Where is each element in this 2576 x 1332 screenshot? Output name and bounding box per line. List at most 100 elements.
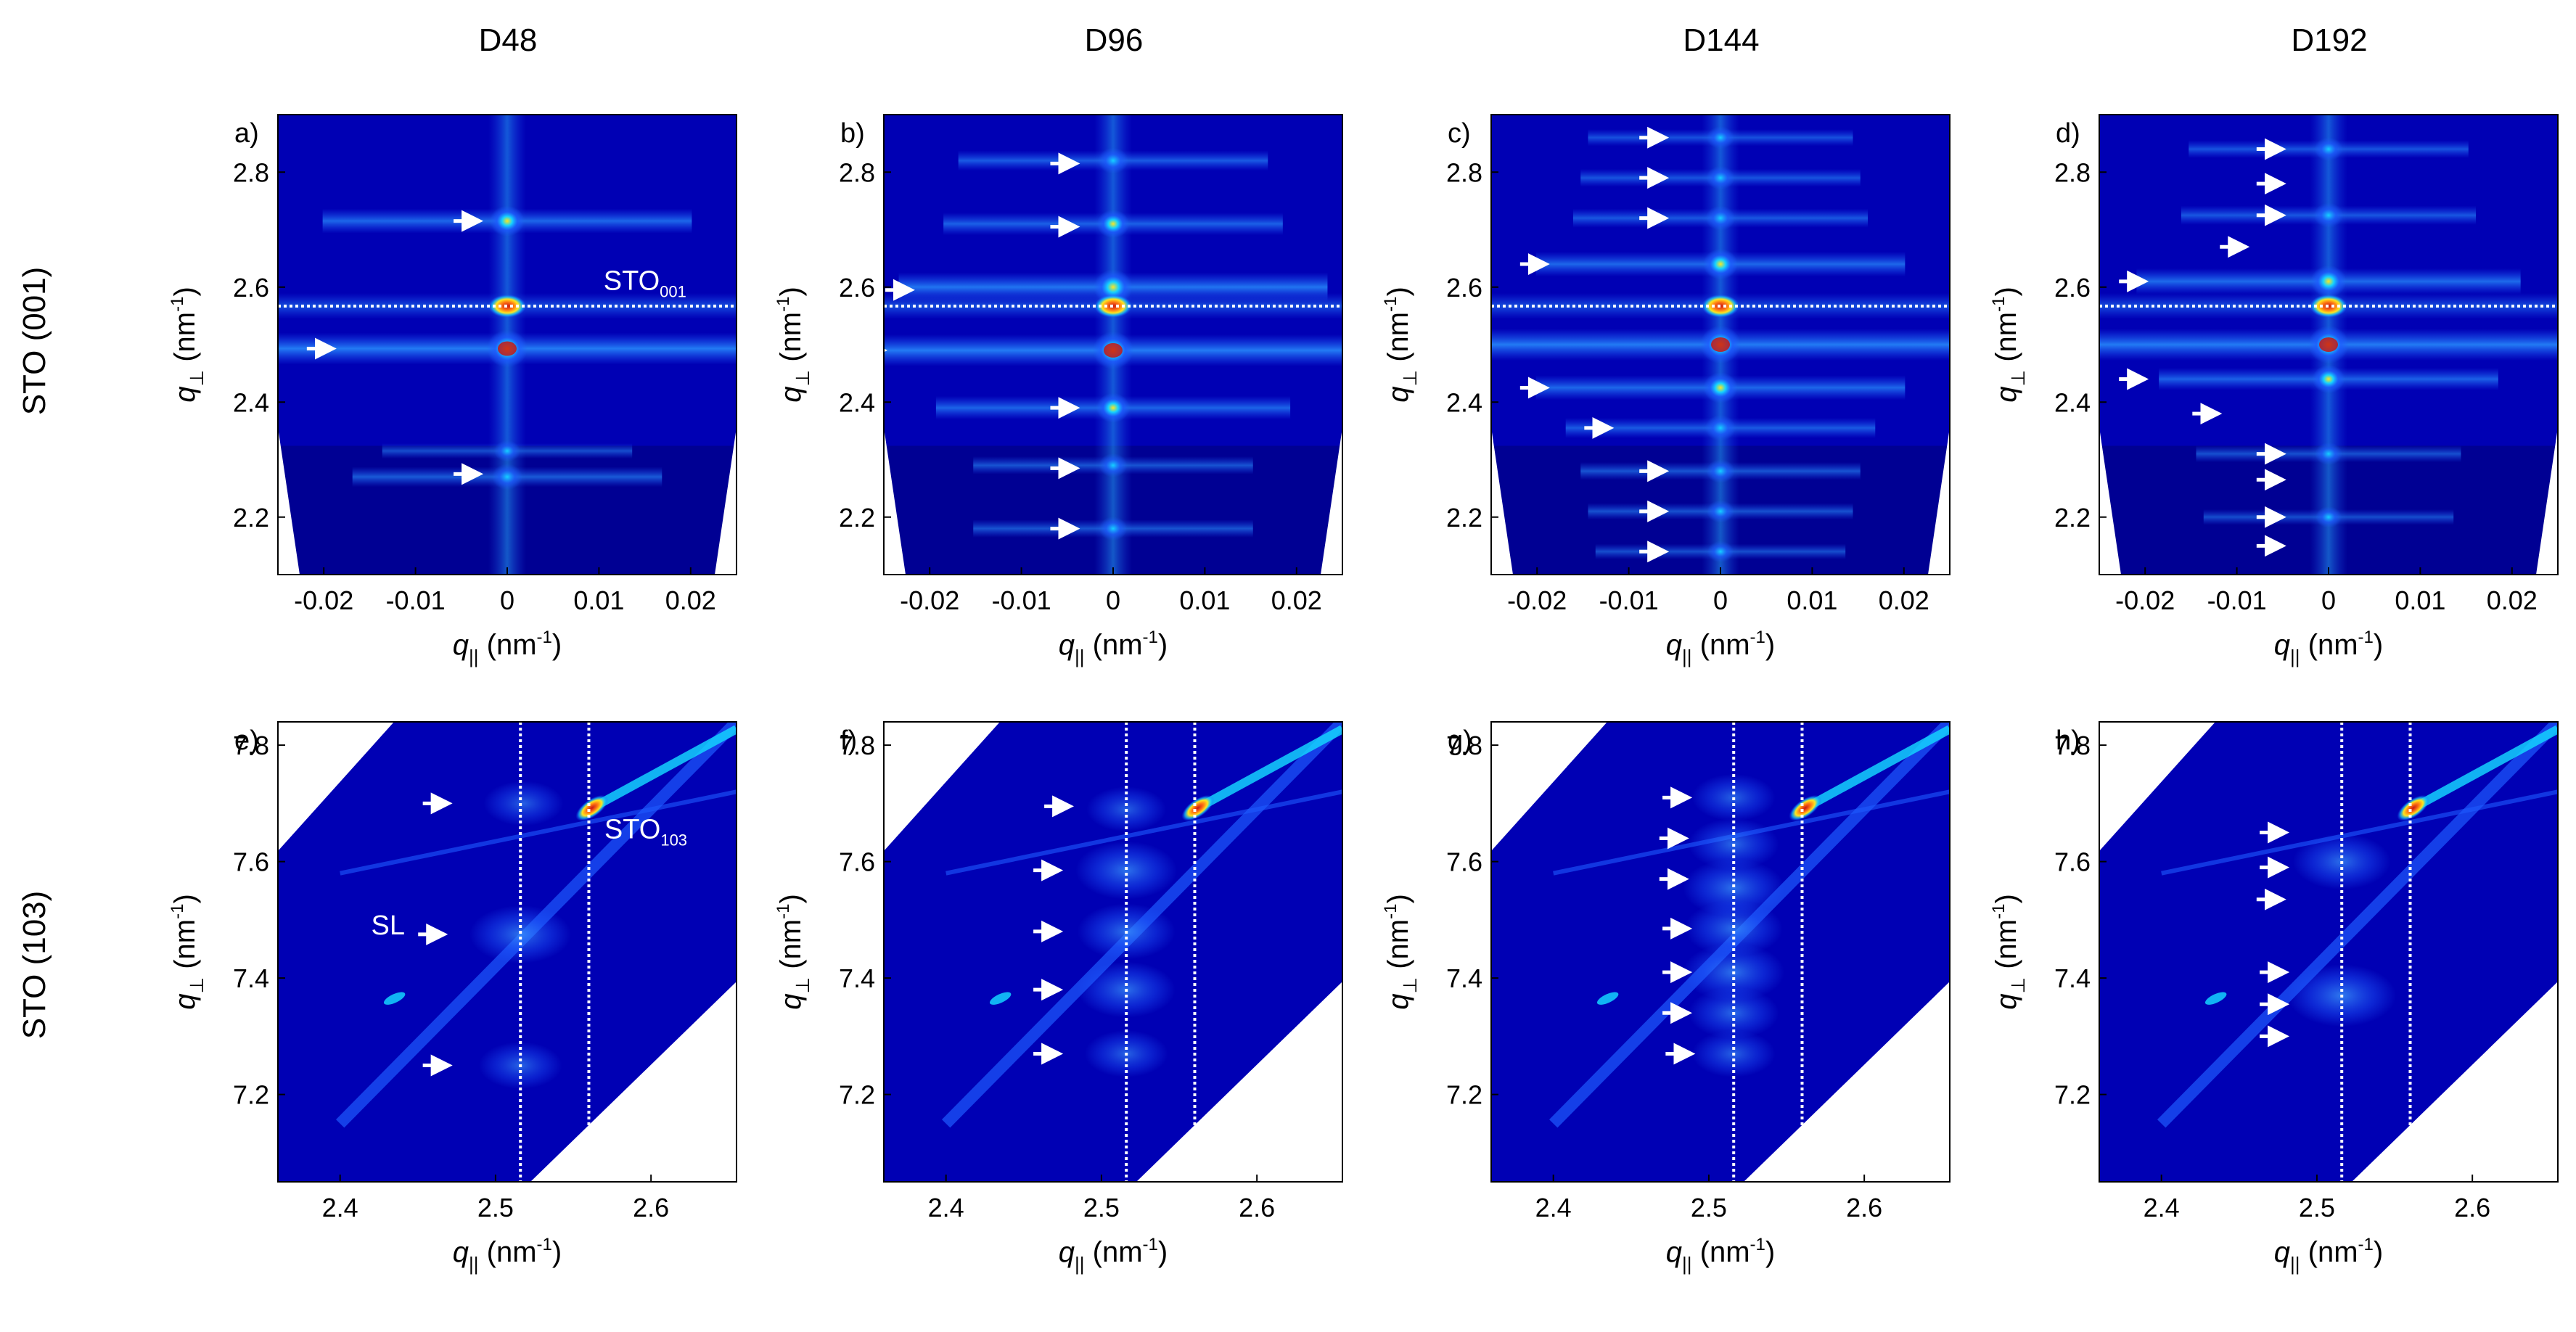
sl-peak bbox=[1703, 248, 1738, 280]
panel-label: h) bbox=[2056, 725, 2080, 756]
y-tick-label: 7.4 bbox=[233, 963, 269, 993]
y-axis-label: q⊥ (nm-1) bbox=[774, 894, 813, 1010]
axes-frame bbox=[883, 721, 1343, 1183]
axes-frame bbox=[277, 721, 737, 1183]
x-axis-label: q|| (nm-1) bbox=[1666, 1235, 1775, 1275]
axes-frame bbox=[1490, 721, 1951, 1183]
panel-label: d) bbox=[2056, 118, 2080, 149]
panel-label: a) bbox=[234, 118, 259, 149]
sl-peak bbox=[2315, 442, 2342, 466]
x-tick-label: -0.02 bbox=[294, 585, 353, 615]
x-tick-label: 0 bbox=[1106, 585, 1120, 615]
sl-peak bbox=[1707, 500, 1734, 523]
x-tick-label: 2.5 bbox=[477, 1193, 514, 1222]
unmeasured-right bbox=[1321, 427, 1342, 575]
unmeasured-top-left bbox=[278, 722, 394, 851]
y-tick-label: 7.4 bbox=[1446, 963, 1482, 993]
unmeasured-left bbox=[278, 427, 300, 575]
sl-peak bbox=[493, 440, 521, 462]
sl-peak bbox=[1683, 858, 1785, 917]
y-tick-label: 2.4 bbox=[1446, 387, 1482, 417]
y-tick-label: 7.2 bbox=[233, 1080, 269, 1110]
x-axis-label: q|| (nm-1) bbox=[453, 628, 562, 667]
sl-peak bbox=[1707, 540, 1734, 563]
x-tick-label: -0.02 bbox=[900, 585, 959, 615]
x-tick-label: 2.4 bbox=[1535, 1193, 1572, 1222]
y-axis-label: q⊥ (nm-1) bbox=[1989, 287, 2029, 403]
x-tick-label: 2.4 bbox=[928, 1193, 964, 1222]
monochromator-streak bbox=[2161, 789, 2558, 876]
panel-label: g) bbox=[1448, 725, 1472, 756]
x-axis-label: q|| (nm-1) bbox=[1059, 628, 1168, 667]
x-tick-label: 2.6 bbox=[2454, 1193, 2490, 1222]
y-tick-label: 2.6 bbox=[1446, 273, 1482, 303]
x-tick-label: -0.01 bbox=[386, 585, 446, 615]
panel-d: d) -0.02 -0.01 0 0.01 0.02 2.2 2.4 2.6 2.8 q|| (nm… bbox=[1989, 114, 2559, 667]
x-axis-label: q|| (nm-1) bbox=[1059, 1235, 1168, 1275]
y-tick-label: 7.2 bbox=[839, 1080, 875, 1110]
plot-area bbox=[884, 115, 1342, 575]
y-tick-label: 2.2 bbox=[1446, 503, 1482, 533]
unmeasured-bottom-right bbox=[1136, 982, 1342, 1182]
unmeasured-right bbox=[715, 427, 737, 575]
x-axis-label: q|| (nm-1) bbox=[453, 1235, 562, 1275]
y-tick-label: 7.8 bbox=[233, 731, 269, 760]
sl-peak bbox=[469, 905, 572, 963]
satellite-feature bbox=[2204, 992, 2227, 1005]
x-tick-label: 2.6 bbox=[1239, 1193, 1275, 1222]
y-tick-label: 7.6 bbox=[1446, 847, 1482, 877]
unmeasured-left bbox=[1491, 427, 1513, 575]
unmeasured-bottom-right bbox=[530, 982, 737, 1182]
y-axis-label: q⊥ (nm-1) bbox=[1989, 894, 2029, 1010]
row-label-sto103: STO (103) bbox=[17, 891, 52, 1040]
y-axis-label: q⊥ (nm-1) bbox=[1381, 894, 1421, 1010]
x-tick-label: 2.5 bbox=[2299, 1193, 2335, 1222]
y-tick-label: 2.8 bbox=[839, 157, 875, 187]
unmeasured-right bbox=[1928, 427, 1950, 575]
sl-peak bbox=[1706, 165, 1735, 190]
y-axis-label: q⊥ (nm-1) bbox=[168, 287, 208, 403]
x-tick-label: -0.01 bbox=[2207, 585, 2267, 615]
y-tick-label: 7.4 bbox=[839, 963, 875, 993]
panel-b: b) -0.02 -0.01 0 0.01 0.02 2.2 2.4 2.6 2.8 q|| (nm… bbox=[774, 114, 1343, 667]
sl-peak bbox=[2310, 265, 2347, 297]
substrate-peak bbox=[575, 794, 609, 821]
column-header-d144: D144 bbox=[1683, 22, 1759, 58]
monochromator-streak bbox=[946, 789, 1342, 876]
sl-peak bbox=[2312, 364, 2345, 394]
x-tick-label: 0.01 bbox=[2395, 585, 2445, 615]
x-axis-label: q|| (nm-1) bbox=[2274, 628, 2383, 667]
x-tick-label: -0.02 bbox=[2115, 585, 2175, 615]
panel-h: h) 2.4 2.5 2.6 7.2 7.4 7.6 7.8 q|| (nm-1) q⊥ (nm-… bbox=[1989, 721, 2559, 1275]
y-axis-label: q⊥ (nm-1) bbox=[774, 287, 813, 403]
sl-peak bbox=[1096, 392, 1131, 423]
y-tick-label: 2.6 bbox=[839, 273, 875, 303]
sl-peak bbox=[1684, 900, 1783, 957]
substrate-peak bbox=[1181, 794, 1215, 821]
sl-peak-core bbox=[498, 341, 517, 356]
x-tick-label: 2.6 bbox=[633, 1193, 669, 1222]
x-tick-label: 0.01 bbox=[1179, 585, 1230, 615]
unmeasured-left bbox=[884, 427, 906, 575]
unmeasured-top-left bbox=[884, 722, 1000, 851]
y-tick-label: 7.2 bbox=[2054, 1080, 2091, 1110]
y-tick-label: 2.4 bbox=[233, 387, 269, 417]
sl-peak bbox=[1705, 205, 1736, 231]
y-tick-label: 2.4 bbox=[839, 387, 875, 417]
sl-peak bbox=[1099, 453, 1128, 477]
satellite-feature bbox=[383, 992, 406, 1005]
panel-label: b) bbox=[840, 118, 865, 149]
y-tick-label: 7.8 bbox=[1446, 731, 1482, 760]
axes-frame bbox=[2099, 721, 2559, 1183]
sl-peak bbox=[1099, 517, 1128, 540]
plot-area: STO001 SL bbox=[278, 115, 737, 575]
y-tick-label: 2.2 bbox=[2054, 503, 2091, 533]
y-tick-label: 7.6 bbox=[2054, 847, 2091, 877]
x-axis-label: q|| (nm-1) bbox=[1666, 628, 1775, 667]
sl-peak bbox=[1707, 126, 1734, 149]
unmeasured-bottom-right bbox=[2352, 982, 2558, 1182]
sl-peak bbox=[2314, 137, 2343, 161]
sl-peak bbox=[1705, 414, 1736, 441]
y-tick-label: 7.8 bbox=[839, 731, 875, 760]
panel-a: STO001 SL a) -0.02 -0.01 0 0.01 0.02 2.2 2.4 2.6 2.… bbox=[168, 114, 737, 667]
